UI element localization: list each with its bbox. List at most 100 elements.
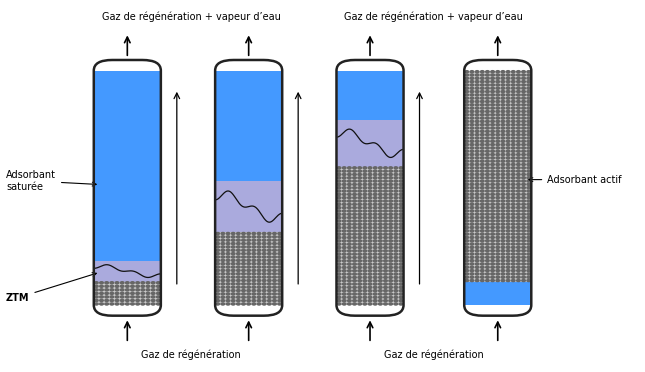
Circle shape [389, 207, 392, 209]
Circle shape [353, 173, 356, 176]
Circle shape [146, 292, 150, 294]
Circle shape [465, 273, 468, 275]
Circle shape [105, 289, 108, 291]
Circle shape [342, 270, 346, 272]
Circle shape [278, 239, 281, 241]
Circle shape [522, 237, 526, 238]
Circle shape [394, 280, 397, 282]
Circle shape [242, 246, 245, 248]
Circle shape [517, 183, 520, 185]
Circle shape [465, 147, 468, 149]
Circle shape [491, 256, 494, 259]
Circle shape [481, 246, 484, 248]
Circle shape [475, 213, 479, 215]
Circle shape [216, 236, 219, 238]
Circle shape [491, 173, 494, 176]
Circle shape [363, 180, 366, 182]
Circle shape [268, 246, 271, 248]
Circle shape [363, 280, 366, 282]
Circle shape [399, 183, 402, 186]
Circle shape [146, 299, 150, 301]
Circle shape [470, 157, 473, 159]
Circle shape [501, 154, 504, 155]
Circle shape [384, 276, 387, 279]
Circle shape [475, 279, 479, 282]
Circle shape [522, 84, 526, 86]
Circle shape [394, 197, 397, 199]
Circle shape [496, 127, 499, 129]
Circle shape [358, 276, 361, 279]
Circle shape [368, 293, 372, 295]
Circle shape [470, 117, 473, 119]
Circle shape [368, 233, 372, 235]
Circle shape [342, 273, 346, 275]
Circle shape [337, 253, 341, 255]
Circle shape [348, 187, 351, 189]
Circle shape [257, 253, 261, 255]
Circle shape [348, 227, 351, 229]
Circle shape [506, 210, 510, 212]
Circle shape [486, 213, 489, 215]
Circle shape [373, 283, 377, 285]
Circle shape [527, 233, 531, 235]
Circle shape [247, 269, 250, 272]
Circle shape [348, 193, 351, 195]
Circle shape [496, 237, 499, 238]
Circle shape [399, 217, 402, 219]
Circle shape [394, 187, 397, 189]
Circle shape [486, 140, 489, 142]
Circle shape [384, 296, 387, 298]
Circle shape [470, 81, 473, 83]
Circle shape [268, 286, 271, 288]
Circle shape [373, 243, 377, 245]
Circle shape [379, 276, 382, 279]
Circle shape [394, 290, 397, 292]
Circle shape [522, 81, 526, 83]
Circle shape [486, 233, 489, 235]
Circle shape [226, 239, 230, 241]
Circle shape [363, 190, 366, 192]
Circle shape [342, 170, 346, 172]
Circle shape [278, 286, 281, 288]
Circle shape [517, 276, 520, 278]
Circle shape [373, 187, 377, 189]
Circle shape [394, 266, 397, 269]
Circle shape [237, 236, 240, 238]
Circle shape [465, 107, 468, 109]
Bar [464, 71, 531, 282]
Circle shape [226, 246, 230, 248]
Circle shape [232, 303, 235, 305]
Circle shape [501, 270, 504, 272]
Circle shape [496, 227, 499, 228]
Circle shape [247, 246, 250, 248]
Circle shape [511, 84, 515, 86]
Circle shape [475, 227, 479, 228]
Circle shape [384, 167, 387, 169]
Circle shape [506, 94, 510, 96]
Circle shape [389, 240, 392, 242]
Circle shape [511, 187, 515, 189]
Circle shape [342, 253, 346, 255]
Circle shape [481, 263, 484, 265]
Circle shape [252, 279, 255, 282]
Circle shape [226, 236, 230, 238]
Circle shape [268, 259, 271, 262]
Circle shape [501, 233, 504, 235]
Circle shape [394, 173, 397, 176]
Circle shape [379, 273, 382, 275]
Circle shape [268, 232, 271, 234]
Circle shape [363, 183, 366, 186]
Circle shape [527, 71, 531, 73]
Circle shape [511, 240, 515, 242]
Circle shape [527, 206, 531, 209]
Circle shape [278, 256, 281, 258]
Circle shape [481, 97, 484, 99]
Circle shape [242, 243, 245, 244]
Circle shape [353, 250, 356, 252]
Circle shape [486, 210, 489, 212]
Circle shape [496, 121, 499, 122]
Circle shape [353, 256, 356, 259]
Circle shape [337, 213, 341, 215]
Circle shape [337, 300, 341, 302]
Circle shape [268, 299, 271, 302]
